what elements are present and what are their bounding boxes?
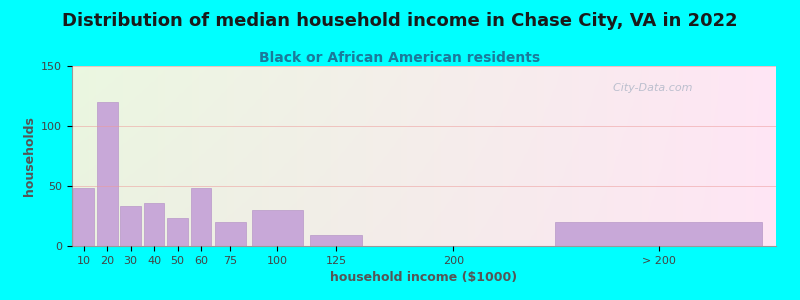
Bar	[251, 210, 303, 246]
Text: Black or African American residents: Black or African American residents	[259, 51, 541, 65]
Bar	[190, 188, 211, 246]
Bar	[167, 218, 188, 246]
Bar	[144, 203, 165, 246]
Bar	[74, 188, 94, 246]
X-axis label: household income ($1000): household income ($1000)	[330, 271, 518, 284]
Bar	[97, 102, 118, 246]
Bar	[215, 222, 246, 246]
Text: Distribution of median household income in Chase City, VA in 2022: Distribution of median household income …	[62, 12, 738, 30]
Bar	[310, 235, 362, 246]
Y-axis label: households: households	[22, 116, 36, 196]
Bar	[555, 222, 762, 246]
Bar	[120, 206, 141, 246]
Text: City-Data.com: City-Data.com	[606, 82, 693, 93]
